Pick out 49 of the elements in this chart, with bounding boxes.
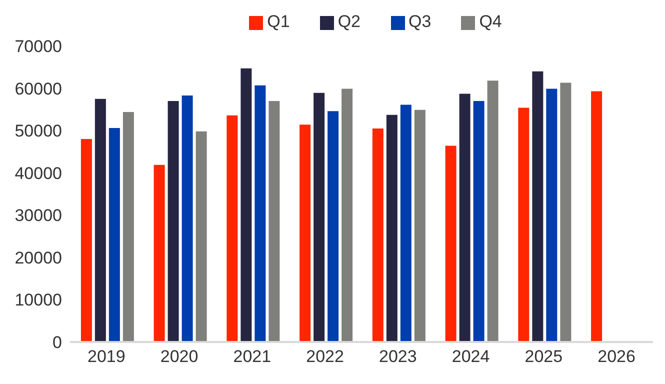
y-tick-label: 20000	[14, 248, 62, 268]
y-tick-label: 70000	[14, 37, 62, 56]
bar	[314, 92, 325, 342]
legend-label: Q1	[267, 12, 290, 31]
bar	[414, 110, 426, 342]
bar	[168, 100, 179, 342]
bar	[459, 94, 470, 342]
legend-label: Q4	[479, 12, 502, 31]
bar	[268, 100, 280, 342]
x-tick-label: 2026	[598, 347, 636, 366]
bar	[591, 91, 602, 342]
x-tick-label: 2024	[452, 347, 490, 366]
bar	[473, 100, 484, 342]
y-tick-label: 40000	[14, 164, 62, 183]
bar	[196, 131, 207, 342]
bar	[154, 164, 165, 342]
bar	[532, 71, 544, 342]
y-tick-label: 50000	[14, 122, 62, 141]
legend-label: Q2	[338, 12, 360, 31]
y-tick-label: 60000	[14, 79, 62, 98]
x-tick-label: 2022	[306, 347, 344, 366]
bar	[182, 95, 193, 342]
bar	[300, 124, 311, 342]
bar	[254, 85, 266, 342]
bar	[342, 88, 353, 342]
y-tick-label: 30000	[14, 206, 62, 226]
bar	[372, 128, 384, 342]
bar	[400, 104, 412, 342]
bar	[94, 98, 106, 342]
bar	[226, 115, 238, 342]
bar	[445, 146, 456, 342]
bar	[546, 88, 558, 342]
x-tick-label: 2021	[233, 347, 272, 366]
x-tick-label: 2019	[88, 347, 126, 366]
bar	[122, 112, 134, 342]
bar	[240, 68, 252, 342]
legend-label: Q3	[408, 12, 432, 31]
y-tick-label: 0	[52, 333, 62, 352]
x-tick-label: 2025	[524, 347, 563, 366]
bar	[487, 80, 498, 342]
bar	[386, 114, 398, 342]
bar	[328, 111, 339, 342]
y-tick-label: 10000	[14, 290, 62, 310]
bar	[518, 108, 530, 342]
bar	[560, 82, 572, 342]
bar	[80, 139, 92, 342]
x-tick-label: 2020	[160, 347, 198, 366]
x-tick-label: 2023	[379, 347, 417, 366]
bar	[108, 128, 120, 342]
